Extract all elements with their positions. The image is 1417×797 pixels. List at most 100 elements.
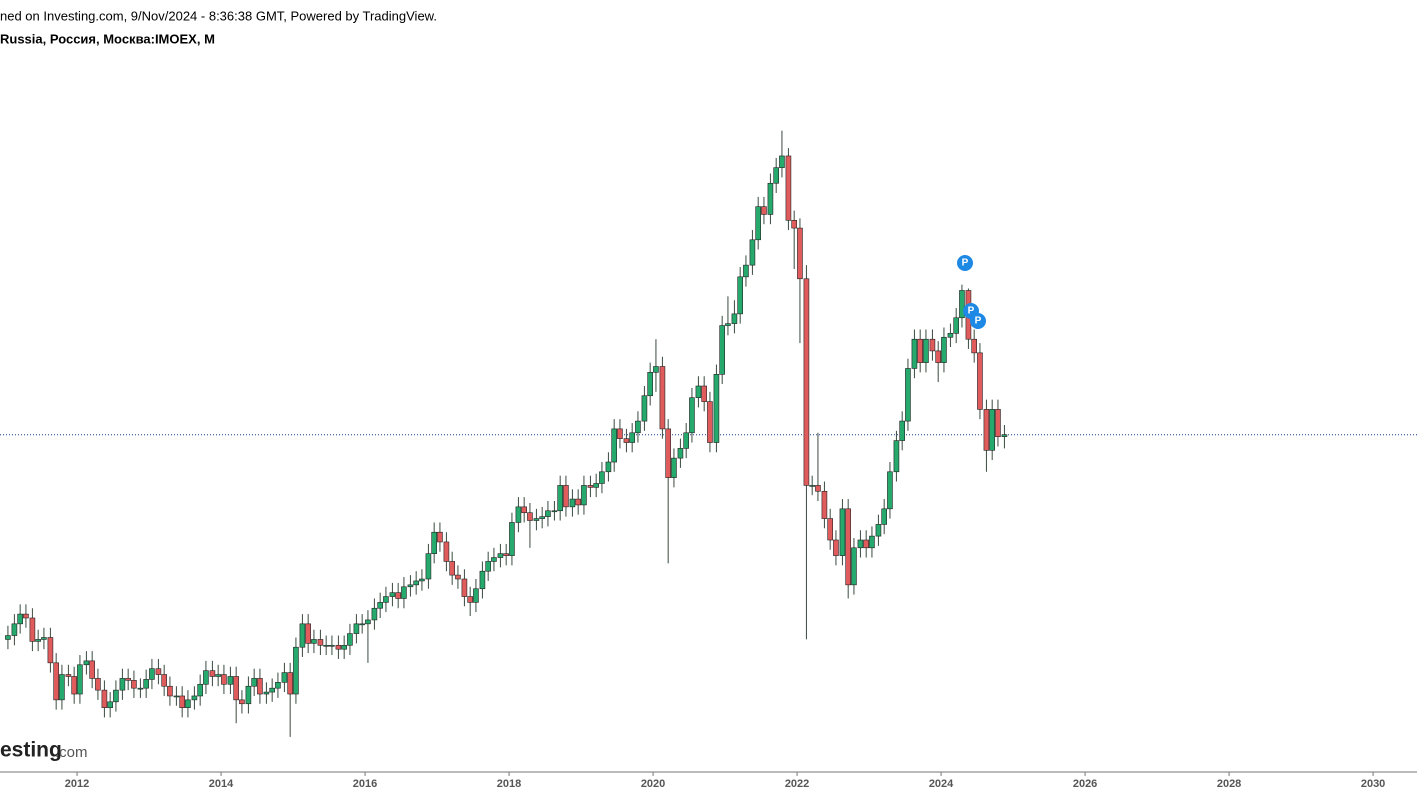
candle-body: [821, 490, 828, 519]
candle-body: [749, 239, 756, 266]
candle-body: [887, 471, 893, 510]
candle-body: [707, 401, 713, 443]
candle-body: [143, 679, 149, 689]
candle-body: [713, 374, 720, 443]
candle-body: [359, 623, 365, 626]
candle-body: [779, 155, 785, 168]
candle-body: [833, 539, 839, 556]
marker: [957, 255, 973, 271]
candle-body: [251, 678, 257, 687]
candle-body: [911, 338, 918, 369]
candle-body: [827, 518, 833, 541]
candle-body: [71, 676, 77, 695]
candle-body: [731, 313, 738, 324]
candle-body: [281, 672, 288, 683]
candle-body: [239, 699, 245, 705]
candle-body: [329, 644, 335, 647]
candle-body: [983, 409, 990, 451]
candle-body: [617, 428, 623, 439]
candle-body: [743, 264, 749, 278]
header-symbol: Russia, Россия, Москва:IMOEX, M: [0, 31, 215, 46]
candle-body: [389, 592, 396, 597]
marker-icon: P: [968, 306, 975, 317]
candle-body: [989, 409, 995, 451]
candle-body: [785, 155, 792, 221]
candle-body: [179, 695, 185, 708]
candle-body: [977, 352, 983, 410]
candle-body: [473, 588, 479, 603]
candle-body: [593, 483, 599, 488]
candle-body: [845, 508, 851, 586]
candle-body: [755, 206, 761, 241]
candle-body: [125, 678, 131, 681]
candle-body: [545, 510, 551, 517]
x-tick-label: 2026: [1073, 778, 1097, 790]
candle-body: [335, 644, 342, 650]
candle-body: [641, 395, 648, 422]
candle-body: [353, 623, 360, 634]
candle-body: [437, 531, 443, 543]
candle-body: [77, 664, 83, 695]
marker-icon: P: [962, 258, 969, 269]
candle-body: [869, 535, 875, 549]
candle-body: [533, 518, 540, 521]
candle-body: [173, 695, 180, 698]
candle-body: [623, 438, 630, 443]
x-tick-label: 2030: [1361, 778, 1385, 790]
candle-body: [899, 420, 905, 441]
candle-body: [695, 385, 702, 398]
candle-body: [509, 522, 515, 556]
candle-body: [119, 678, 126, 691]
candle-body: [569, 498, 576, 508]
candle-body: [929, 338, 936, 352]
candle-body: [563, 485, 569, 508]
x-tick-label: 2016: [353, 778, 377, 790]
candle-body: [95, 678, 101, 691]
x-tick-label: 2012: [65, 778, 89, 790]
candle-body: [89, 660, 95, 679]
candle-body: [725, 323, 731, 326]
candle-body: [605, 461, 612, 473]
candle-body: [839, 508, 846, 556]
candle-body: [737, 276, 743, 315]
candle-body: [365, 619, 371, 625]
candle-body: [425, 553, 432, 580]
candle-body: [155, 668, 162, 675]
candle-body: [677, 448, 684, 459]
candle-body: [113, 689, 119, 703]
candle-body: [431, 531, 437, 554]
candle-body: [443, 541, 450, 562]
candle-body: [515, 506, 522, 523]
candle-body: [371, 607, 378, 621]
candle-body: [539, 516, 545, 519]
candle-body: [923, 338, 929, 363]
candle-body: [881, 508, 887, 525]
candle-body: [995, 409, 1001, 437]
x-tick-label: 2018: [497, 778, 521, 790]
candle-body: [449, 561, 455, 576]
plot: 2012 2014 2016 2018 2020 2022 2024 2026 2028 2030: [0, 130, 1417, 790]
candle-body: [971, 338, 977, 354]
candle-body: [5, 635, 11, 640]
candle-body: [53, 662, 59, 701]
candle-body: [161, 674, 167, 687]
candle-body: [671, 457, 677, 478]
candle-body: [293, 646, 299, 695]
candle-body: [905, 368, 911, 422]
candle-body: [767, 182, 774, 215]
candle-body: [791, 219, 797, 229]
candle-body: [809, 485, 815, 487]
candle-body: [311, 639, 317, 644]
candle-body: [47, 637, 54, 664]
candle-body: [461, 578, 468, 597]
candle-body: [347, 633, 353, 646]
logo-name: esting: [0, 739, 62, 762]
x-tick-label: 2024: [929, 778, 954, 790]
candle-body: [467, 596, 473, 603]
logo-suffix: .com: [55, 744, 88, 761]
candle-body: [407, 584, 414, 588]
candle-body: [287, 672, 293, 695]
candle-body: [245, 685, 252, 705]
candle-body: [611, 428, 617, 463]
candle-body: [953, 317, 959, 334]
